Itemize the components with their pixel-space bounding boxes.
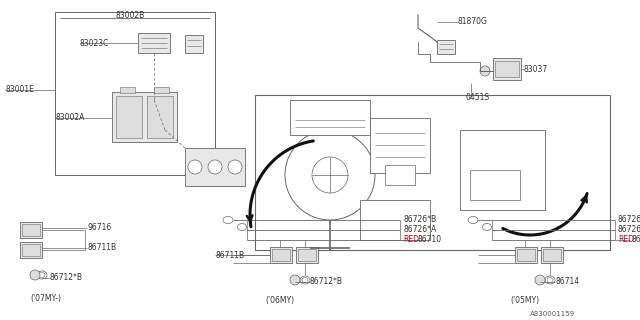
Text: RED: RED bbox=[403, 236, 419, 244]
Bar bbox=[185, 148, 245, 186]
Text: 83023C: 83023C bbox=[80, 38, 109, 47]
Circle shape bbox=[480, 66, 490, 76]
Bar bbox=[495, 61, 519, 77]
Text: 86710: 86710 bbox=[417, 236, 441, 244]
Bar bbox=[116, 96, 142, 138]
Bar bbox=[270, 247, 292, 263]
Text: 86726*B: 86726*B bbox=[618, 215, 640, 225]
Text: 0451S: 0451S bbox=[465, 92, 489, 101]
Text: 86710: 86710 bbox=[632, 236, 640, 244]
Bar bbox=[385, 165, 415, 185]
Bar bbox=[460, 130, 545, 210]
Text: 86714: 86714 bbox=[555, 277, 579, 286]
Circle shape bbox=[208, 160, 222, 174]
Circle shape bbox=[535, 275, 545, 285]
Text: ('07MY-): ('07MY-) bbox=[30, 293, 61, 302]
Text: 86726*B: 86726*B bbox=[403, 215, 436, 225]
Bar bbox=[154, 87, 169, 93]
Bar bbox=[296, 247, 318, 263]
Text: 81870G: 81870G bbox=[458, 18, 488, 27]
Bar bbox=[543, 249, 561, 261]
Bar bbox=[147, 96, 173, 138]
Text: A830001159: A830001159 bbox=[530, 311, 575, 317]
Text: 83002A: 83002A bbox=[55, 114, 84, 123]
Bar bbox=[517, 249, 535, 261]
Text: 86712*B: 86712*B bbox=[310, 277, 343, 286]
Text: 86726*A: 86726*A bbox=[403, 226, 436, 235]
Bar bbox=[22, 224, 40, 236]
Bar bbox=[298, 249, 316, 261]
Bar bbox=[20, 222, 42, 238]
Bar bbox=[20, 242, 42, 258]
Bar bbox=[515, 247, 537, 263]
Bar bbox=[290, 100, 370, 135]
Bar bbox=[370, 118, 430, 173]
Bar bbox=[55, 12, 215, 175]
Bar bbox=[255, 95, 610, 250]
Bar bbox=[493, 58, 521, 80]
Bar bbox=[120, 87, 135, 93]
Bar bbox=[437, 40, 455, 54]
Text: 83002B: 83002B bbox=[115, 11, 144, 20]
Bar bbox=[272, 249, 290, 261]
Text: ('05MY): ('05MY) bbox=[510, 295, 539, 305]
Text: 86711B: 86711B bbox=[215, 251, 244, 260]
Text: 83037: 83037 bbox=[524, 65, 548, 74]
Bar bbox=[470, 170, 520, 200]
Bar bbox=[22, 244, 40, 256]
Circle shape bbox=[188, 160, 202, 174]
Circle shape bbox=[228, 160, 242, 174]
Circle shape bbox=[30, 270, 40, 280]
Bar bbox=[360, 200, 430, 240]
Text: RED: RED bbox=[618, 236, 634, 244]
Text: 86726*A: 86726*A bbox=[618, 226, 640, 235]
Text: 96716: 96716 bbox=[87, 223, 111, 233]
Text: 83001E: 83001E bbox=[5, 85, 34, 94]
Bar bbox=[541, 247, 563, 263]
Text: 86712*B: 86712*B bbox=[50, 274, 83, 283]
Bar bbox=[112, 92, 177, 142]
Circle shape bbox=[290, 275, 300, 285]
Bar bbox=[185, 35, 203, 53]
Text: ('06MY): ('06MY) bbox=[265, 295, 294, 305]
Text: 86711B: 86711B bbox=[87, 244, 116, 252]
Bar bbox=[138, 33, 170, 53]
